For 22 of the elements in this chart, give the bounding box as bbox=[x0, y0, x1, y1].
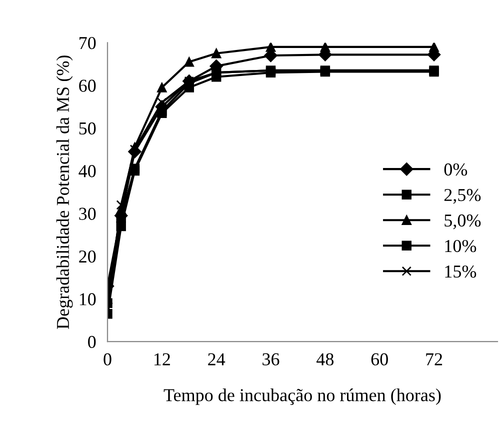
y-tick-label: 60 bbox=[79, 80, 96, 92]
x-tick-label: 72 bbox=[426, 353, 442, 366]
legend-label: 5,0% bbox=[444, 214, 481, 230]
x-tick-label: 0 bbox=[104, 353, 112, 366]
legend-label: 2,5% bbox=[444, 188, 481, 204]
x-tick-label: 48 bbox=[316, 353, 334, 366]
y-axis-title: Degradabilidade Potencial da MS (%) bbox=[56, 56, 73, 330]
x-axis-title: Tempo de incubação no rúmen (horas) bbox=[164, 388, 441, 405]
x-tick-label: 12 bbox=[154, 353, 170, 366]
y-tick-label: 70 bbox=[80, 36, 96, 50]
y-tick-label: 0 bbox=[88, 336, 96, 348]
y-tick-label: 30 bbox=[79, 208, 96, 220]
legend-label: 0% bbox=[444, 163, 468, 176]
legend-label: 10% bbox=[445, 240, 476, 252]
y-tick-label: 10 bbox=[80, 293, 96, 306]
y-tick-label: 20 bbox=[79, 250, 96, 263]
y-tick-label: 50 bbox=[79, 122, 96, 135]
legend-label: 15% bbox=[445, 265, 476, 278]
x-tick-label: 24 bbox=[208, 353, 226, 366]
y-tick-label: 40 bbox=[78, 165, 96, 178]
x-tick-label: 60 bbox=[371, 353, 388, 366]
x-tick-label: 36 bbox=[262, 353, 280, 366]
